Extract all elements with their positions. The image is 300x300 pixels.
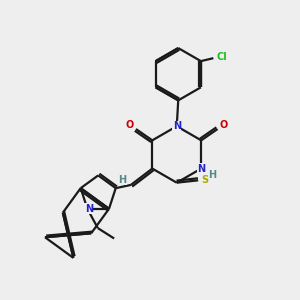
- Text: O: O: [126, 121, 134, 130]
- Text: O: O: [219, 121, 228, 130]
- Text: N: N: [85, 204, 93, 214]
- Text: N: N: [173, 121, 181, 131]
- Text: N: N: [197, 164, 205, 174]
- Text: H: H: [118, 175, 127, 184]
- Text: S: S: [201, 175, 208, 185]
- Text: Cl: Cl: [216, 52, 227, 62]
- Text: H: H: [208, 170, 217, 180]
